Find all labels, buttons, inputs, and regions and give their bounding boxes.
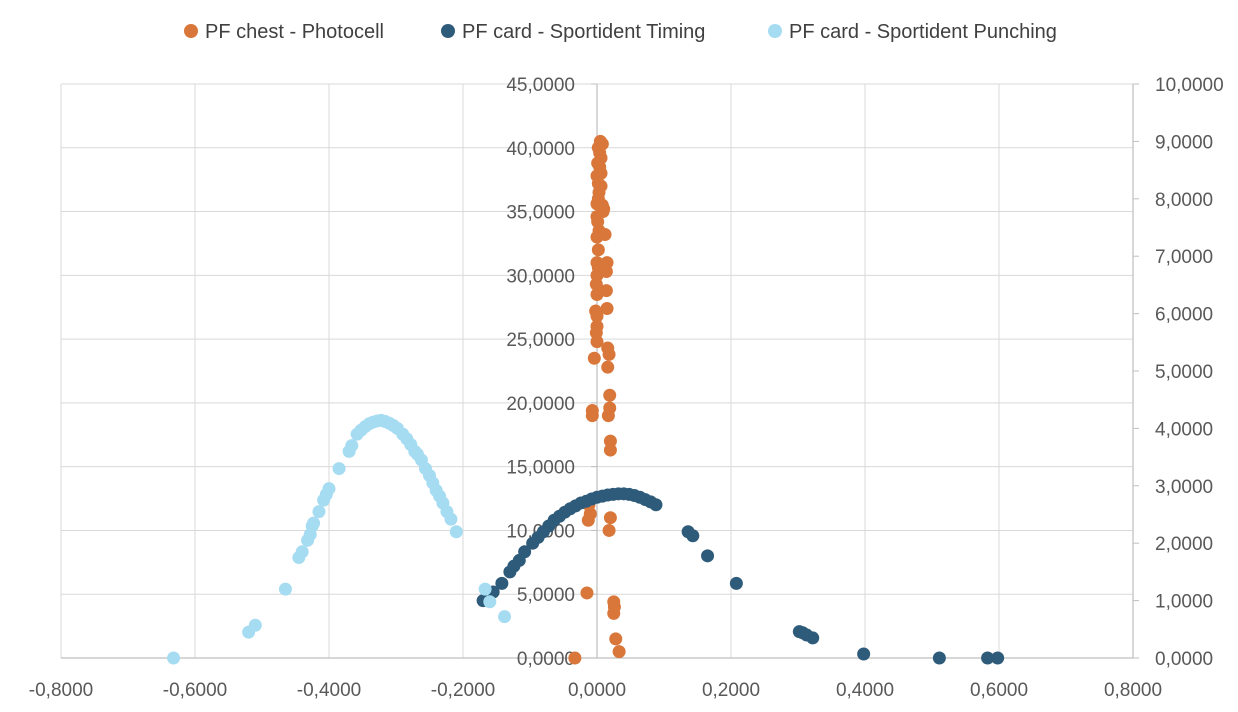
legend-marker <box>184 24 198 38</box>
y-tick-label: 30,0000 <box>506 266 575 287</box>
data-point <box>991 651 1005 665</box>
legend: PF chest - Photocell PF card - Sportident… <box>184 21 1057 43</box>
y2-tick-label: 7,0000 <box>1155 247 1213 268</box>
data-point <box>295 545 309 559</box>
data-point <box>590 319 604 333</box>
x-tick-label: -0,8000 <box>29 680 93 701</box>
data-point <box>345 439 359 453</box>
x-tick-label: -0,6000 <box>163 680 227 701</box>
y-tick-label: 20,0000 <box>506 394 575 415</box>
x-tick-label: 0,0000 <box>568 680 626 701</box>
data-point <box>312 505 326 519</box>
series-3 <box>167 413 512 665</box>
data-point <box>603 434 617 448</box>
y-tick-label: 15,0000 <box>506 458 575 479</box>
data-point <box>526 536 540 550</box>
data-point <box>590 287 604 301</box>
legend-marker <box>441 24 455 38</box>
data-point <box>332 462 346 476</box>
data-point <box>580 586 594 600</box>
legend-label: PF card - Sportident Punching <box>789 21 1057 43</box>
data-point <box>600 256 614 270</box>
data-point <box>601 341 615 355</box>
data-point <box>587 351 601 365</box>
data-point <box>603 443 617 457</box>
y2-tick-label: 4,0000 <box>1155 419 1213 440</box>
data-point <box>729 576 743 590</box>
legend-marker <box>768 24 782 38</box>
series-2 <box>476 487 1005 665</box>
data-point <box>449 525 463 539</box>
y2-tick-label: 8,0000 <box>1155 190 1213 211</box>
y2-tick-label: 9,0000 <box>1155 132 1213 153</box>
data-point <box>590 256 604 270</box>
data-point <box>167 651 181 665</box>
data-point <box>483 595 497 609</box>
data-point <box>932 651 946 665</box>
data-point <box>591 243 605 257</box>
legend-label: PF chest - Photocell <box>205 21 384 43</box>
y2-tick-label: 3,0000 <box>1155 477 1213 498</box>
y-tick-labels: 0,00005,000010,000015,000020,000025,0000… <box>506 75 575 670</box>
data-point <box>495 576 509 590</box>
y2-tick-label: 10,0000 <box>1155 75 1224 96</box>
y2-tick-label: 0,0000 <box>1155 649 1213 670</box>
data-point <box>602 523 616 537</box>
x-tick-label: 0,4000 <box>836 680 894 701</box>
x-tick-label: -0,4000 <box>297 680 361 701</box>
data-point <box>607 595 621 609</box>
data-points <box>167 134 1005 665</box>
x-tick-label: 0,8000 <box>1104 680 1162 701</box>
data-point <box>589 304 603 318</box>
data-point <box>681 525 695 539</box>
y2-tick-label: 1,0000 <box>1155 592 1213 613</box>
data-point <box>595 137 609 151</box>
y-tick-label: 40,0000 <box>506 139 575 160</box>
data-point <box>601 360 615 374</box>
y2-tick-label: 5,0000 <box>1155 362 1213 383</box>
data-point <box>857 647 871 661</box>
x-tick-labels: -0,8000 -0,6000 -0,4000 -0,2000 0,0000 0,2000… <box>29 680 1162 701</box>
data-point <box>981 651 995 665</box>
data-point <box>307 516 321 530</box>
y-tick-label: 0,0000 <box>517 649 575 670</box>
data-point <box>598 228 612 242</box>
y2-tick-label: 6,0000 <box>1155 305 1213 326</box>
data-point <box>603 401 617 415</box>
data-point <box>597 202 611 216</box>
y-tick-label: 25,0000 <box>506 330 575 351</box>
y-tick-label: 35,0000 <box>506 203 575 224</box>
data-point <box>792 625 806 639</box>
data-point <box>498 610 512 624</box>
data-point <box>612 645 626 659</box>
data-point <box>603 511 617 525</box>
x-tick-label: -0,2000 <box>431 680 495 701</box>
series-1 <box>568 134 626 665</box>
y-tick-label: 5,0000 <box>517 585 575 606</box>
data-point <box>278 582 292 596</box>
legend-label: PF card - Sportident Timing <box>462 21 705 43</box>
x-tick-label: 0,2000 <box>702 680 760 701</box>
data-point <box>701 549 715 563</box>
data-point <box>503 565 517 579</box>
x-tick-label: 0,6000 <box>970 680 1028 701</box>
y-tick-label: 45,0000 <box>506 75 575 96</box>
y2-tick-labels: 0,0000 1,0000 2,0000 3,0000 4,0000 5,0000 6,00… <box>1155 75 1224 670</box>
data-point <box>478 582 492 596</box>
data-point <box>322 482 336 496</box>
data-point <box>248 618 262 632</box>
data-point <box>603 388 617 402</box>
y2-tick-label: 2,0000 <box>1155 534 1213 555</box>
data-point <box>600 301 614 315</box>
data-point <box>609 632 623 646</box>
data-point <box>585 404 599 418</box>
data-point <box>444 512 458 526</box>
data-point <box>568 651 582 665</box>
